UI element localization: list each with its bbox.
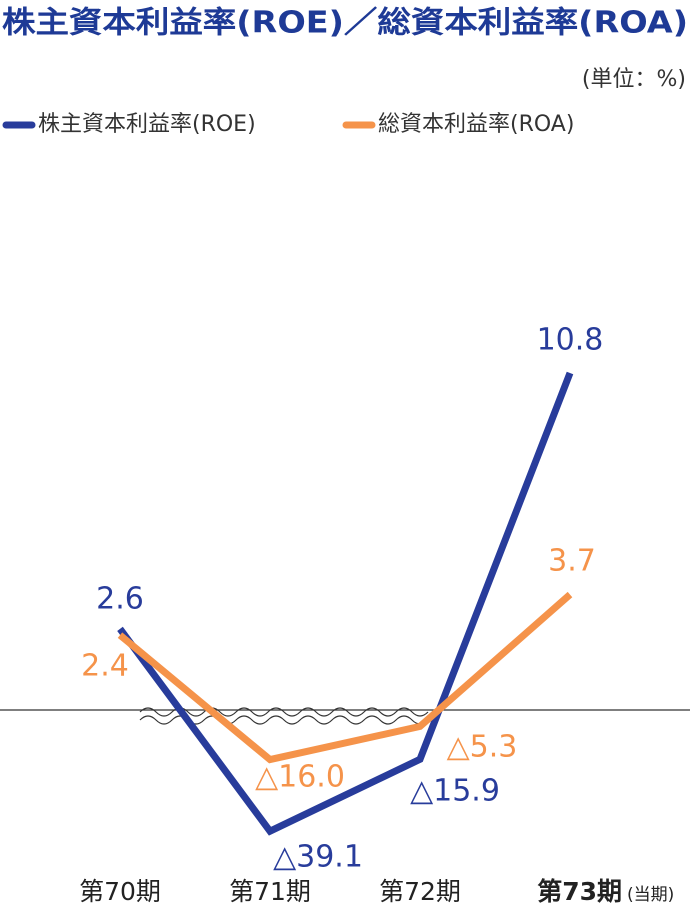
data-label: △15.9 [410,774,500,809]
x-tick-label: 第71期 [229,877,311,906]
legend-label: 総資本利益率(ROA) [378,112,574,137]
series-line [117,371,574,836]
data-label: △16.0 [255,760,345,795]
plot [117,371,574,836]
data-label: 2.6 [96,582,144,617]
series-line [117,591,573,764]
data-label: △39.1 [273,840,363,875]
unit-label: (単位：%) [582,67,686,92]
data-label: 2.4 [81,649,129,684]
x-tick-label: 第70期 [79,877,161,906]
x-tick-label: 第72期 [379,877,461,906]
x-tick-label: 第73期 [537,877,622,906]
legend-label: 株主資本利益率(ROE) [38,112,256,137]
data-label: 3.7 [548,544,596,579]
data-label: △5.3 [447,730,518,765]
data-label: 10.8 [537,323,604,358]
current-period-note: (当期) [627,885,674,905]
chart-title: 株主資本利益率(ROE)／総資本利益率(ROA) [2,6,688,41]
